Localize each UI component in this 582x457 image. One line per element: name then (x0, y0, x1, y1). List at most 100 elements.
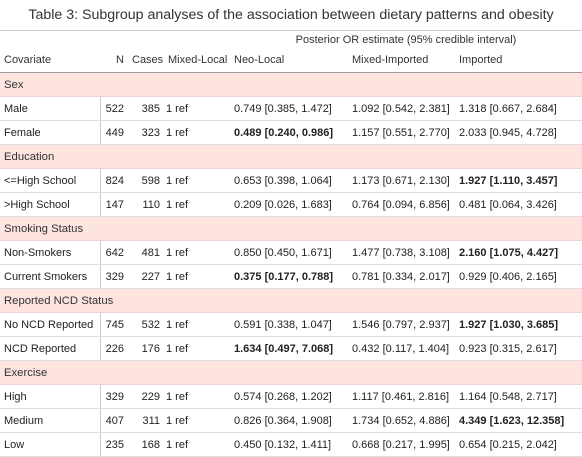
table-row: No NCD Reported 745 532 1 ref 0.591 [0.338, … (0, 312, 582, 337)
cell-mixed-imported: 1.157 [0.551, 2.770] (348, 120, 455, 145)
table-row: Low 235 168 1 ref 0.450 [0.132, 1.411] 0.668 … (0, 432, 582, 457)
cell-n: 449 (100, 120, 128, 145)
group-row: Smoking Status (0, 216, 582, 241)
cell-covariate: NCD Reported (0, 336, 101, 361)
cell-mixed-local: 1 ref (164, 168, 230, 193)
cell-n: 226 (100, 336, 128, 361)
cell-neo-local: 0.375 [0.177, 0.788] (230, 264, 348, 289)
header-row: Covariate N Cases Mixed-Local Neo-Local … (0, 48, 582, 73)
cell-covariate: Non-Smokers (0, 240, 101, 265)
cell-mixed-imported: 0.432 [0.117, 1.404] (348, 336, 455, 361)
cell-n: 745 (100, 312, 128, 337)
cell-neo-local: 0.209 [0.026, 1.683] (230, 192, 348, 217)
cell-mixed-local: 1 ref (164, 240, 230, 265)
cell-n: 329 (100, 264, 128, 289)
spanner-blank (0, 30, 230, 48)
cell-mixed-imported: 0.781 [0.334, 2.017] (348, 264, 455, 289)
cell-neo-local: 0.653 [0.398, 1.064] (230, 168, 348, 193)
cell-cases: 110 (128, 192, 164, 217)
cell-n: 522 (100, 96, 128, 121)
cell-imported: 0.654 [0.215, 2.042] (455, 432, 582, 457)
cell-mixed-imported: 1.734 [0.652, 4.886] (348, 408, 455, 433)
table-row: Non-Smokers 642 481 1 ref 0.850 [0.450, 1.67… (0, 240, 582, 265)
cell-covariate: No NCD Reported (0, 312, 101, 337)
header-spanner-row: Posterior OR estimate (95% credible inte… (0, 30, 582, 48)
group-label: Smoking Status (0, 216, 582, 241)
cell-cases: 385 (128, 96, 164, 121)
cell-mixed-local: 1 ref (164, 408, 230, 433)
cell-cases: 229 (128, 384, 164, 409)
group-label: Reported NCD Status (0, 288, 582, 313)
cell-covariate: >High School (0, 192, 101, 217)
cell-mixed-imported: 0.668 [0.217, 1.995] (348, 432, 455, 457)
table-row: >High School 147 110 1 ref 0.209 [0.026, 1.6… (0, 192, 582, 217)
cell-mixed-imported: 1.546 [0.797, 2.937] (348, 312, 455, 337)
table-row: NCD Reported 226 176 1 ref 1.634 [0.497, 7.0… (0, 336, 582, 361)
cell-mixed-local: 1 ref (164, 312, 230, 337)
col-header-mixed-local: Mixed-Local (164, 48, 230, 73)
col-header-neo-local: Neo-Local (230, 48, 348, 73)
cell-mixed-local: 1 ref (164, 384, 230, 409)
cell-neo-local: 0.749 [0.385, 1.472] (230, 96, 348, 121)
col-header-imported: Imported (455, 48, 582, 73)
cell-cases: 481 (128, 240, 164, 265)
cell-n: 824 (100, 168, 128, 193)
cell-mixed-imported: 1.117 [0.461, 2.816] (348, 384, 455, 409)
group-row: Reported NCD Status (0, 288, 582, 313)
cell-cases: 227 (128, 264, 164, 289)
cell-imported: 2.160 [1.075, 4.427] (455, 240, 582, 265)
cell-neo-local: 0.489 [0.240, 0.986] (230, 120, 348, 145)
table-row: Medium 407 311 1 ref 0.826 [0.364, 1.908] 1.7… (0, 408, 582, 433)
cell-imported: 0.923 [0.315, 2.617] (455, 336, 582, 361)
cell-covariate: High (0, 384, 101, 409)
cell-n: 407 (100, 408, 128, 433)
cell-imported: 1.164 [0.548, 2.717] (455, 384, 582, 409)
cell-n: 147 (100, 192, 128, 217)
cell-mixed-local: 1 ref (164, 336, 230, 361)
cell-imported: 1.318 [0.667, 2.684] (455, 96, 582, 121)
cell-covariate: Medium (0, 408, 101, 433)
table-row: Male 522 385 1 ref 0.749 [0.385, 1.472] 1.092… (0, 96, 582, 121)
cell-mixed-imported: 1.092 [0.542, 2.381] (348, 96, 455, 121)
cell-n: 329 (100, 384, 128, 409)
cell-imported: 2.033 [0.945, 4.728] (455, 120, 582, 145)
cell-neo-local: 0.591 [0.338, 1.047] (230, 312, 348, 337)
table-body: Sex Male 522 385 1 ref 0.749 [0.385, 1.472] 1.… (0, 72, 582, 457)
cell-n: 235 (100, 432, 128, 457)
col-header-covariate: Covariate (0, 48, 100, 73)
cell-imported: 0.929 [0.406, 2.165] (455, 264, 582, 289)
cell-mixed-local: 1 ref (164, 264, 230, 289)
cell-mixed-imported: 1.173 [0.671, 2.130] (348, 168, 455, 193)
group-label: Education (0, 144, 582, 169)
cell-cases: 176 (128, 336, 164, 361)
table-caption: Table 3: Subgroup analyses of the associ… (28, 7, 554, 23)
cell-neo-local: 0.850 [0.450, 1.671] (230, 240, 348, 265)
cell-mixed-local: 1 ref (164, 432, 230, 457)
group-label: Sex (0, 72, 582, 97)
cell-covariate: Current Smokers (0, 264, 101, 289)
cell-n: 642 (100, 240, 128, 265)
cell-imported: 1.927 [1.030, 3.685] (455, 312, 582, 337)
cell-mixed-local: 1 ref (164, 192, 230, 217)
cell-mixed-local: 1 ref (164, 96, 230, 121)
col-header-mixed-imported: Mixed-Imported (348, 48, 455, 73)
group-row: Exercise (0, 360, 582, 385)
table-row: Female 449 323 1 ref 0.489 [0.240, 0.986] 1.1… (0, 120, 582, 145)
cell-covariate: <=High School (0, 168, 101, 193)
cell-covariate: Low (0, 432, 101, 457)
cell-imported: 4.349 [1.623, 12.358] (455, 408, 582, 433)
table-row: <=High School 824 598 1 ref 0.653 [0.398, 1.… (0, 168, 582, 193)
group-row: Education (0, 144, 582, 169)
cell-mixed-imported: 1.477 [0.738, 3.108] (348, 240, 455, 265)
spanner-label: Posterior OR estimate (95% credible inte… (230, 30, 582, 48)
cell-cases: 311 (128, 408, 164, 433)
table-row: Current Smokers 329 227 1 ref 0.375 [0.177, … (0, 264, 582, 289)
cell-neo-local: 0.450 [0.132, 1.411] (230, 432, 348, 457)
cell-cases: 323 (128, 120, 164, 145)
cell-imported: 1.927 [1.110, 3.457] (455, 168, 582, 193)
cell-covariate: Female (0, 120, 101, 145)
subgroup-table: Posterior OR estimate (95% credible inte… (0, 30, 582, 457)
cell-cases: 532 (128, 312, 164, 337)
cell-covariate: Male (0, 96, 101, 121)
